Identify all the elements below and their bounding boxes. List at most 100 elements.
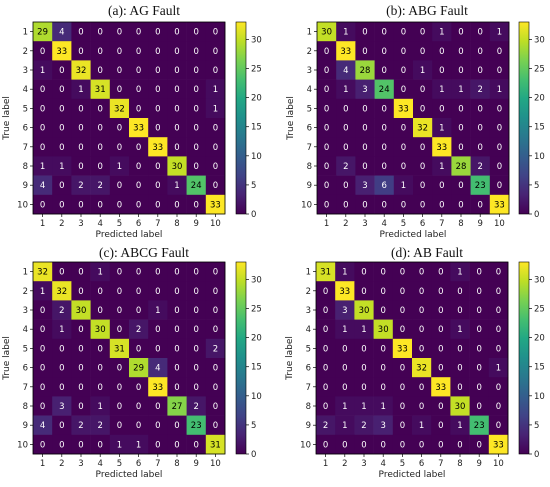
heatmap-cell xyxy=(109,98,130,119)
heatmap-cell xyxy=(470,98,491,119)
heatmap-cell xyxy=(186,396,207,416)
heatmap-cell xyxy=(393,79,414,100)
cell-value-label: 0 xyxy=(59,85,64,95)
cell-value-label: 33 xyxy=(152,383,163,393)
cell-value-label: 0 xyxy=(362,143,367,153)
heatmap-cell xyxy=(392,262,413,282)
y-tick-label: 7 xyxy=(307,143,312,153)
heatmap-cell xyxy=(186,358,207,378)
cell-value-label: 0 xyxy=(213,287,218,297)
cell-value-label: 0 xyxy=(136,383,141,393)
cell-value-label: 0 xyxy=(476,344,481,354)
x-tick-label: 8 xyxy=(458,219,463,229)
cell-value-label: 0 xyxy=(117,47,122,57)
heatmap-cell xyxy=(148,175,168,196)
heatmap-cell xyxy=(317,22,337,42)
x-tick-label: 5 xyxy=(117,459,122,469)
x-tick-label: 3 xyxy=(361,459,366,469)
cell-value-label: 0 xyxy=(136,104,141,114)
heatmap-cell xyxy=(355,79,375,100)
cell-value-label: 1 xyxy=(342,325,347,335)
heatmap-cell xyxy=(186,377,207,397)
heatmap-cell xyxy=(489,98,510,119)
heatmap-cell xyxy=(432,118,452,138)
cell-value-label: 0 xyxy=(323,364,328,374)
heatmap-cell xyxy=(148,300,168,320)
heatmap-cell xyxy=(374,137,395,157)
heatmap-cell xyxy=(450,262,470,282)
cell-value-label: 0 xyxy=(174,421,179,431)
heatmap-cell xyxy=(373,396,394,416)
heatmap-cell xyxy=(451,156,471,176)
heatmap-cell xyxy=(186,60,207,80)
heatmap-cell xyxy=(373,338,394,359)
y-tick-label: 7 xyxy=(23,383,28,393)
heatmap-cell xyxy=(489,175,510,196)
heatmap-cell xyxy=(317,156,337,176)
heatmap-cell xyxy=(469,377,490,397)
heatmap-cell xyxy=(167,377,187,397)
heatmap-cell xyxy=(488,358,509,378)
cell-value-label: 0 xyxy=(78,28,83,38)
cell-value-label: 1 xyxy=(342,268,347,278)
heatmap-cell xyxy=(167,22,187,42)
cell-value-label: 0 xyxy=(420,104,425,114)
heatmap-cell xyxy=(413,60,433,80)
cell-value-label: 6 xyxy=(381,181,386,191)
heatmap-cell xyxy=(336,22,356,42)
cell-value-label: 0 xyxy=(117,85,122,95)
heatmap-cell xyxy=(52,300,72,320)
cell-value-label: 0 xyxy=(457,344,462,354)
cell-value-label: 0 xyxy=(213,162,218,172)
cell-value-label: 0 xyxy=(155,421,160,431)
colorbar xyxy=(518,261,530,455)
heatmap-cell xyxy=(412,281,432,301)
heatmap-cell xyxy=(354,319,374,340)
heatmap-cell xyxy=(336,60,356,80)
heatmap-cell xyxy=(432,41,452,61)
cell-value-label: 1 xyxy=(458,85,463,95)
heatmap-cell xyxy=(205,175,226,196)
heatmap-cell xyxy=(317,41,337,61)
heatmap-cell xyxy=(335,319,355,340)
cell-value-label: 1 xyxy=(401,181,406,191)
heatmap-cell xyxy=(167,137,187,157)
heatmap-cell xyxy=(354,262,374,282)
cell-value-label: 0 xyxy=(40,85,45,95)
x-tick-label: 4 xyxy=(381,219,386,229)
cell-value-label: 0 xyxy=(174,344,179,354)
heatmap-cell xyxy=(167,319,187,340)
heatmap-cell xyxy=(33,175,53,196)
cell-value-label: 1 xyxy=(420,66,425,76)
cell-value-label: 1 xyxy=(40,287,45,297)
heatmap-cell xyxy=(373,415,394,436)
cell-value-label: 0 xyxy=(213,325,218,335)
cell-value-label: 0 xyxy=(117,66,122,76)
x-tick-label: 5 xyxy=(117,219,122,229)
heatmap-cell xyxy=(488,281,509,301)
heatmap-cell xyxy=(413,118,433,138)
cell-value-label: 0 xyxy=(78,325,83,335)
heatmap-cell xyxy=(205,194,226,215)
cell-value-label: 2 xyxy=(78,181,83,191)
cell-value-label: 1 xyxy=(439,162,444,172)
cell-value-label: 0 xyxy=(193,28,198,38)
heatmap-cell xyxy=(33,98,53,119)
heatmap-cell xyxy=(52,41,72,61)
cell-value-label: 0 xyxy=(213,124,218,134)
y-tick-label: 10 xyxy=(301,200,312,210)
y-tick-label: 3 xyxy=(23,306,28,316)
heatmap-cell xyxy=(470,22,491,42)
cell-value-label: 0 xyxy=(476,268,481,278)
heatmap-cell xyxy=(71,434,91,455)
heatmap-cell xyxy=(450,281,470,301)
cell-value-label: 4 xyxy=(40,181,45,191)
heatmap-cell xyxy=(109,156,130,176)
colorbar-tick-label: 0 xyxy=(251,210,256,220)
heatmap-cell xyxy=(354,300,374,320)
cell-value-label: 0 xyxy=(457,306,462,316)
heatmap-cell xyxy=(470,79,491,100)
cell-value-label: 0 xyxy=(458,181,463,191)
cell-value-label: 0 xyxy=(458,66,463,76)
